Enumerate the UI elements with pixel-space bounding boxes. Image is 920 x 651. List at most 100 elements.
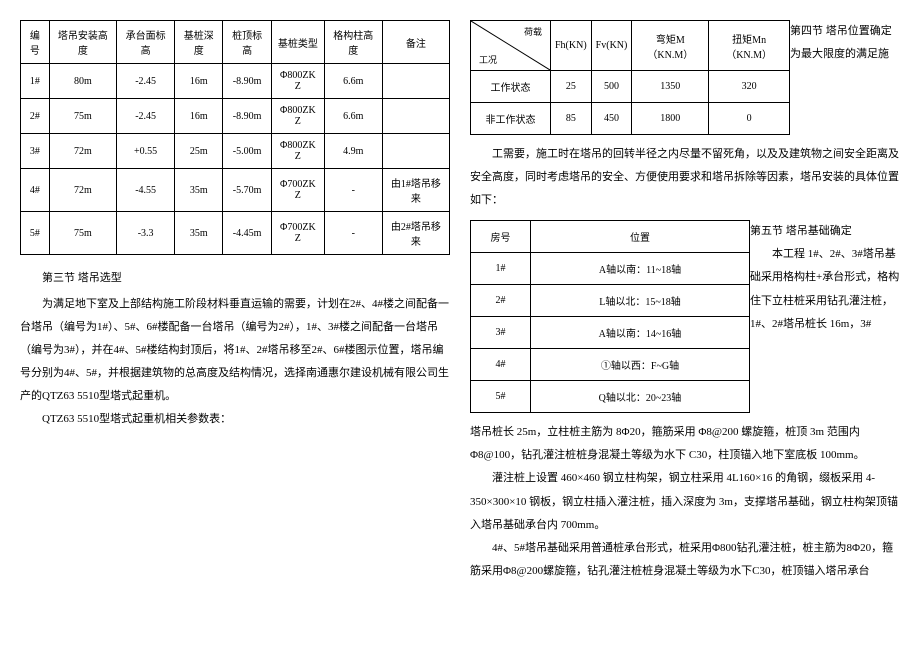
table-cell: Φ700ZK Z (271, 169, 324, 212)
diagonal-header: 荷载 工况 (471, 21, 551, 71)
section5-p1-cont: 塔吊桩长 25m，立柱桩主筋为 8Φ20，箍筋采用 Φ8@200 螺旋箍，桩顶 … (470, 421, 900, 467)
table-row: 5#75m-3.335m-4.45mΦ700ZK Z-由2#塔吊移来 (21, 212, 450, 255)
table-cell: 75m (49, 99, 116, 134)
table-cell: - (324, 212, 382, 255)
table-cell: 25m (175, 134, 223, 169)
table-cell: Q轴以北：20~23轴 (531, 381, 750, 413)
table-cell: 72m (49, 169, 116, 212)
table-cell: 0 (709, 103, 790, 135)
diag-top-label: 荷载 (524, 25, 542, 38)
section3-title: 第三节 塔吊选型 (20, 269, 450, 285)
table-header-row: 荷载 工况 Fh(KN) Fv(KN) 弯矩M（KN.M） 扭矩Mn（KN.M） (471, 21, 790, 71)
table-cell: 320 (709, 71, 790, 103)
diag-bot-label: 工况 (479, 53, 497, 66)
table-cell: 由1#塔吊移来 (382, 169, 449, 212)
table-cell: 3# (471, 317, 531, 349)
section4-p1-part2: 工需要，施工时在塔吊的回转半径之内尽量不留死角，以及及建筑物之间安全距离及安全高… (470, 143, 900, 212)
table-cell: 450 (591, 103, 632, 135)
table-row: 1#80m-2.4516m-8.90mΦ800ZK Z6.6m (21, 64, 450, 99)
section4-p1-part1: 为最大限度的满足施 (790, 48, 889, 60)
table-row: 5#Q轴以北：20~23轴 (471, 381, 750, 413)
table-cell: -2.45 (117, 64, 175, 99)
section5-p3: 4#、5#塔吊基础采用普通桩承台形式，桩采用Φ800钻孔灌注桩，桩主筋为8Φ20… (470, 537, 900, 583)
table-row: 1#A轴以南：11~18轴 (471, 253, 750, 285)
table-row: 4#72m-4.5535m-5.70mΦ700ZK Z-由1#塔吊移来 (21, 169, 450, 212)
table-cell: 5# (471, 381, 531, 413)
table-cell: 6.6m (324, 64, 382, 99)
table-cell (382, 64, 449, 99)
table-cell: 1# (21, 64, 50, 99)
table-cell: Φ700ZK Z (271, 212, 324, 255)
table-cell: 72m (49, 134, 116, 169)
table-cell: 2# (21, 99, 50, 134)
table-cell: Φ800ZK Z (271, 134, 324, 169)
table-cell: -4.55 (117, 169, 175, 212)
table-cell: 1800 (632, 103, 709, 135)
table-cell: 5# (21, 212, 50, 255)
table-cell: 75m (49, 212, 116, 255)
table-cell: 35m (175, 212, 223, 255)
table-row: 非工作状态8545018000 (471, 103, 790, 135)
table-cell: 35m (175, 169, 223, 212)
col-remark: 备注 (382, 21, 449, 64)
crane-load-table: 荷载 工况 Fh(KN) Fv(KN) 弯矩M（KN.M） 扭矩Mn（KN.M）… (470, 20, 790, 135)
section3-p2: QTZ63 5510型塔式起重机相关参数表： (20, 408, 450, 431)
table-cell: 80m (49, 64, 116, 99)
table-cell: -8.90m (223, 99, 272, 134)
table-header-row: 房号 位置 (471, 221, 750, 253)
col-fv: Fv(KN) (591, 21, 632, 71)
table-cell: +0.55 (117, 134, 175, 169)
table-cell: -8.90m (223, 64, 272, 99)
col-id: 编号 (21, 21, 50, 64)
table-cell: 16m (175, 64, 223, 99)
col-position: 位置 (531, 221, 750, 253)
table-row: 3#A轴以南：14~16轴 (471, 317, 750, 349)
table-cell: ①轴以西：F~G轴 (531, 349, 750, 381)
table-cell: A轴以南：14~16轴 (531, 317, 750, 349)
table-cell: Φ800ZK Z (271, 99, 324, 134)
col-height: 塔吊安装高度 (49, 21, 116, 64)
section5-title: 第五节 塔吊基础确定 (750, 225, 852, 237)
col-building: 房号 (471, 221, 531, 253)
table-cell: 6.6m (324, 99, 382, 134)
section3-p1: 为满足地下室及上部结构施工阶段材料垂直运输的需要，计划在2#、4#楼之间配备一台… (20, 293, 450, 408)
crane-position-table: 房号 位置 1#A轴以南：11~18轴2#L轴以北：15~18轴3#A轴以南：1… (470, 220, 750, 413)
col-cap-level: 承台面标高 (117, 21, 175, 64)
table-cell: 非工作状态 (471, 103, 551, 135)
col-torque: 扭矩Mn（KN.M） (709, 21, 790, 71)
col-lattice: 格构柱高度 (324, 21, 382, 64)
table-cell: 16m (175, 99, 223, 134)
table-cell: 工作状态 (471, 71, 551, 103)
table-cell: -5.70m (223, 169, 272, 212)
table-row: 2#75m-2.4516m-8.90mΦ800ZK Z6.6m (21, 99, 450, 134)
section4-title: 第四节 塔吊位置确定 (790, 25, 892, 37)
table-cell: 500 (591, 71, 632, 103)
table-row: 3#72m+0.5525m-5.00mΦ800ZK Z4.9m (21, 134, 450, 169)
table-cell: 4.9m (324, 134, 382, 169)
table-cell: 由2#塔吊移来 (382, 212, 449, 255)
table-cell: Φ800ZK Z (271, 64, 324, 99)
table-cell: -4.45m (223, 212, 272, 255)
table-row: 4#①轴以西：F~G轴 (471, 349, 750, 381)
table-cell: -2.45 (117, 99, 175, 134)
table-cell: -3.3 (117, 212, 175, 255)
table-header-row: 编号 塔吊安装高度 承台面标高 基桩深度 桩顶标高 基桩类型 格构柱高度 备注 (21, 21, 450, 64)
table-cell: A轴以南：11~18轴 (531, 253, 750, 285)
table-row: 2#L轴以北：15~18轴 (471, 285, 750, 317)
col-moment: 弯矩M（KN.M） (632, 21, 709, 71)
table-cell: 85 (551, 103, 592, 135)
table-cell: 1# (471, 253, 531, 285)
table-cell: 4# (471, 349, 531, 381)
table-cell (382, 99, 449, 134)
table-cell: L轴以北：15~18轴 (531, 285, 750, 317)
col-pile-top: 桩顶标高 (223, 21, 272, 64)
section5-p2: 灌注桩上设置 460×460 钢立柱构架，钢立柱采用 4L160×16 的角钢，… (470, 467, 900, 536)
table-cell: 3# (21, 134, 50, 169)
col-pile-depth: 基桩深度 (175, 21, 223, 64)
table-cell: -5.00m (223, 134, 272, 169)
table-cell (382, 134, 449, 169)
tower-crane-params-table: 编号 塔吊安装高度 承台面标高 基桩深度 桩顶标高 基桩类型 格构柱高度 备注 … (20, 20, 450, 255)
table-cell: 4# (21, 169, 50, 212)
table-cell: 1350 (632, 71, 709, 103)
table-row: 工作状态255001350320 (471, 71, 790, 103)
